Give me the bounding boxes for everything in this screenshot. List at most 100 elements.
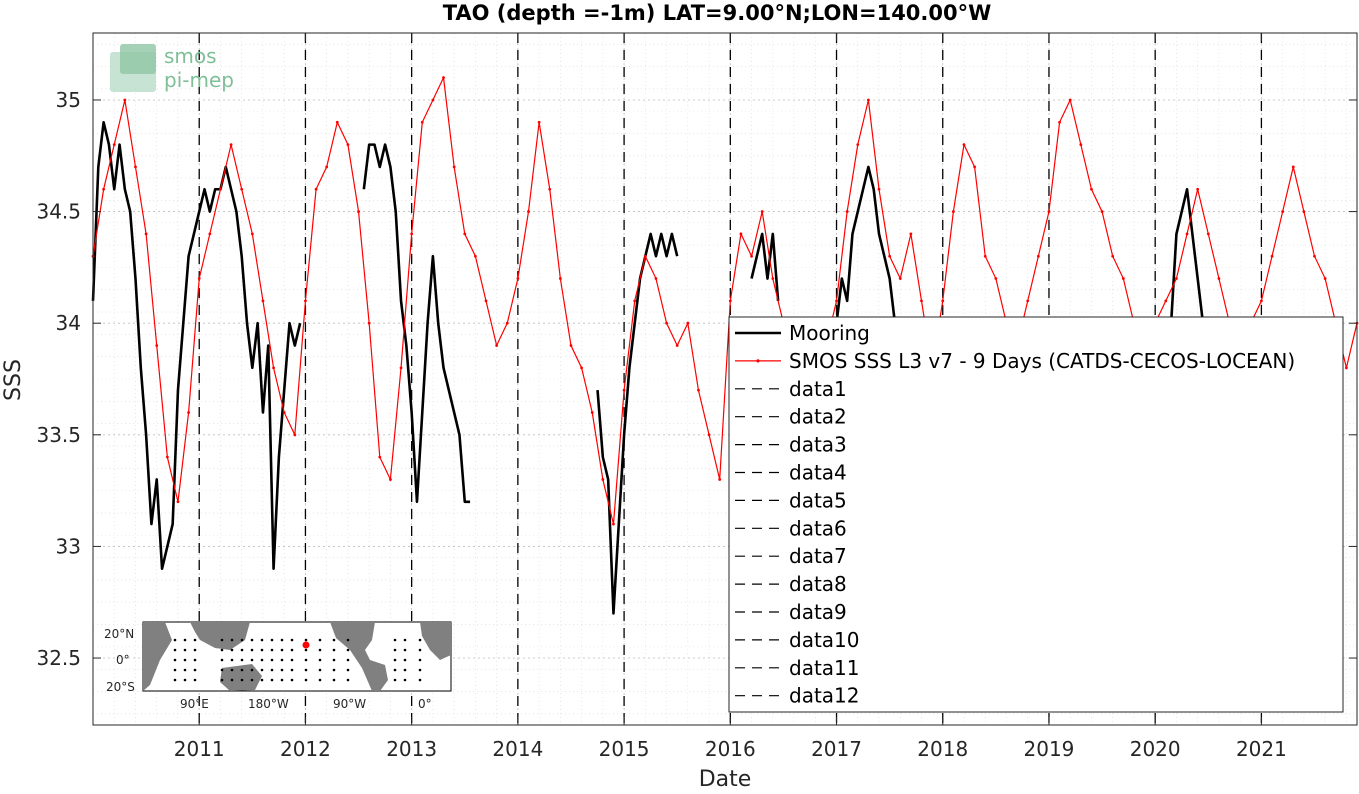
y-tick-label: 32.5 [36,646,81,670]
x-tick-label: 2013 [386,737,437,761]
smos-data-point [219,187,222,191]
inset-buoy-dot [318,658,322,662]
smos-data-point [877,187,881,191]
inset-buoy-dot [418,638,422,642]
inset-buoy-dot [230,648,234,652]
inset-buoy-dot [403,658,407,662]
smos-data-point [835,299,838,303]
smos-data-point [1047,210,1051,213]
inset-buoy-dot [270,668,274,672]
inset-selected-station [302,641,310,649]
x-tick-label: 2021 [1236,737,1287,761]
smos-data-point [1058,120,1061,124]
inset-buoy-dot [332,658,336,662]
smos-data-point [187,411,190,414]
inset-buoy-dot [403,638,407,642]
inset-lat-label-2: 0° [116,653,130,667]
inset-buoy-dot [290,658,294,662]
inset-map: 20°N 0° 20°S 90°E 180°W 90°W 0° [104,621,452,711]
x-tick-label: 2015 [599,737,650,761]
smos-data-point [442,76,445,80]
inset-buoy-dot [260,648,264,652]
inset-buoy-dot [346,638,350,642]
inset-buoy-dot [418,658,422,662]
inset-buoy-dot [250,648,254,652]
smos-data-point [357,210,360,213]
inset-buoy-dot [318,668,322,672]
inset-buoy-dot [240,668,244,672]
smos-data-point [144,232,148,236]
inset-buoy-dot [290,668,294,672]
smos-data-point [951,210,955,213]
smos-data-point [1270,254,1274,258]
smos-data-point [463,232,467,236]
smos-data-point [1185,232,1189,236]
inset-buoy-dot [393,668,397,672]
smos-data-point [973,165,977,169]
smos-data-point [697,388,700,392]
y-tick-label: 33 [56,534,81,558]
inset-buoy-dot [240,678,244,682]
inset-lat-label-1: 20°N [104,627,134,641]
smos-data-point [473,254,477,258]
inset-buoy-dot [270,638,274,642]
legend-label: data6 [789,516,847,540]
legend-label: data10 [789,628,860,652]
smos-data-point [165,455,169,459]
legend-box [728,316,1344,713]
inset-buoy-dot [332,648,336,652]
inset-buoy-dot [304,648,308,652]
inset-buoy-dot [220,678,224,682]
legend-label: data9 [789,600,847,624]
smos-data-point [580,366,584,370]
inset-buoy-dot [280,658,284,662]
smos-data-point [495,344,499,347]
legend: Mooring SMOS SSS L3 v7 - 9 Days (CATDS-CE… [728,316,1344,713]
smos-data-point [569,344,573,347]
inset-buoy-dot [393,678,397,682]
smos-data-point [707,433,711,437]
smos-data-point [941,299,945,303]
smos-data-point [155,344,159,347]
x-tick-label: 2018 [917,737,968,761]
y-tick-label: 34.5 [36,200,81,224]
legend-label: Mooring [789,321,870,345]
smos-data-point [665,321,668,325]
smos-data-point [272,366,275,370]
inset-buoy-dot [346,648,350,652]
legend-label: data11 [789,656,860,680]
smos-data-point [548,187,552,191]
inset-buoy-dot [260,638,264,642]
smos-data-point [1164,299,1168,303]
smos-data-point [516,277,520,280]
y-tick-label: 35 [56,88,81,112]
inset-buoy-dot [304,658,308,662]
smos-data-point [537,120,541,124]
x-axis-label: Date [699,767,752,790]
smos-data-point [718,478,722,481]
legend-marker [756,359,760,363]
smos-data-point [527,210,530,213]
inset-buoy-dot [332,638,336,642]
mooring-series-line [750,232,780,301]
inset-buoy-dot [183,668,187,672]
legend-label: data7 [789,544,847,568]
x-tick-label: 2011 [174,737,225,761]
smos-data-point [1196,187,1200,191]
smos-data-point [1079,143,1083,147]
smos-pimep-logo: smos pi-mep [110,44,234,92]
inset-buoy-dot [280,678,284,682]
y-tick-label: 33.5 [36,423,81,447]
inset-buoy-dot [220,638,224,642]
smos-data-point [431,98,435,102]
smos-data-point [771,277,775,280]
smos-data-point [420,120,424,124]
inset-buoy-dot [270,648,274,652]
inset-buoy-dot [318,638,322,642]
inset-buoy-dot [230,658,234,662]
inset-buoy-dot [250,668,254,672]
inset-buoy-dot [250,658,254,662]
mooring-series-line [1169,187,1205,324]
